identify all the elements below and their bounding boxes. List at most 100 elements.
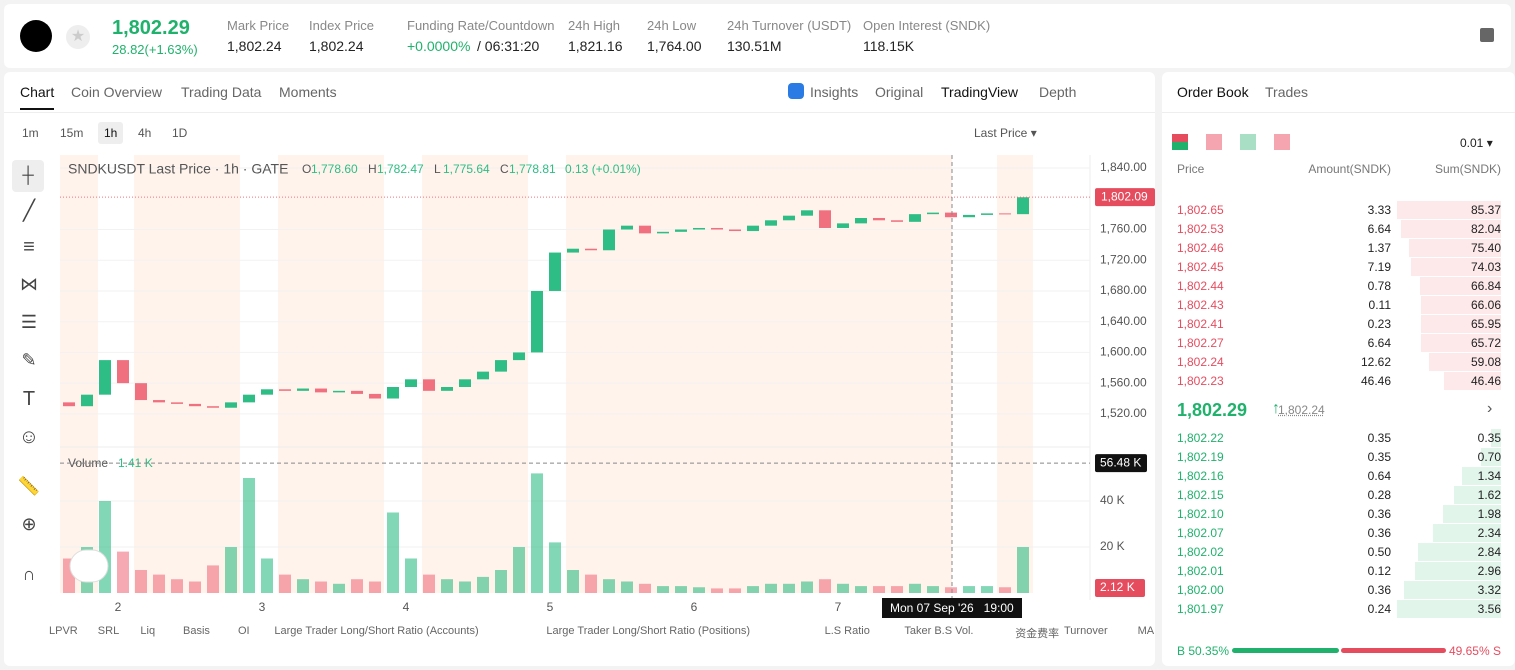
depth-bar (1410, 258, 1501, 276)
ob-amount: 0.36 (1367, 526, 1391, 540)
up-arrow: ↑ (1272, 400, 1280, 417)
candle (351, 390, 363, 394)
indicator[interactable]: OI (238, 625, 250, 637)
ob-price: 1,802.10 (1177, 507, 1224, 521)
divider (4, 112, 1155, 113)
last-volume-label: 2.12 K (1100, 580, 1135, 594)
candle (981, 213, 993, 215)
fib-tool[interactable]: ☰ (20, 312, 38, 332)
favorite[interactable]: ★ (66, 25, 90, 49)
more-arrow[interactable]: › (1487, 400, 1493, 417)
chart-mode[interactable]: Original (875, 84, 924, 100)
interval[interactable]: 1m (22, 126, 39, 140)
text-tool[interactable]: T (22, 388, 36, 410)
ob-price: 1,802.00 (1177, 583, 1224, 597)
depth-bar (1420, 296, 1501, 314)
candle (549, 252, 561, 291)
indicator[interactable]: Turnover (1064, 625, 1108, 637)
price-type[interactable]: Last Price ▾ (974, 126, 1037, 140)
candle (423, 379, 435, 391)
magnet-tool[interactable]: ∩ (22, 564, 36, 584)
ob-sum: 66.84 (1470, 279, 1501, 293)
volume-bar (873, 586, 885, 593)
volume-value: 1.41 K (118, 456, 153, 470)
tab[interactable]: Moments (279, 84, 337, 100)
depth-bar (1397, 201, 1501, 219)
price-type-label[interactable]: Last Price (974, 126, 1028, 140)
indicator[interactable]: MA (1137, 625, 1155, 637)
volume-bar (855, 586, 867, 593)
indicator[interactable]: Large Trader Long/Short Ratio (Accounts) (274, 625, 479, 637)
zoom-tool[interactable]: ⊕ (21, 514, 37, 534)
indicator[interactable]: 资金费率 (1015, 628, 1060, 640)
interval[interactable]: 15m (60, 126, 84, 140)
stat-value: 1,802.24 (309, 38, 364, 54)
interval[interactable]: 1h (98, 122, 124, 144)
indicator[interactable]: Taker B.S Vol. (904, 625, 974, 637)
mid-price: 1,802.29 (1177, 400, 1248, 420)
legend-key: L (434, 162, 441, 176)
depth-bar (1414, 562, 1501, 580)
depth-bar (1429, 353, 1501, 371)
ob-tab[interactable]: Order Book (1177, 84, 1249, 100)
indicator[interactable]: Liq (140, 625, 156, 637)
chart-mode[interactable]: TradingView (941, 84, 1019, 100)
ob-price: 1,802.01 (1177, 564, 1224, 578)
x-tick-label: 6 (691, 600, 698, 614)
ob-sum: 75.40 (1470, 241, 1501, 255)
ruler-tool[interactable]: 📏 (17, 476, 41, 496)
chart-mode[interactable]: Insights (810, 84, 859, 100)
tab[interactable]: Coin Overview (71, 84, 163, 100)
interval[interactable]: 4h (138, 126, 152, 140)
precision[interactable]: 0.01 ▾ (1460, 136, 1493, 150)
candle (621, 225, 633, 230)
line-tool[interactable]: ╱ (22, 200, 36, 222)
indicator[interactable]: L.S Ratio (824, 625, 870, 637)
ob-amount: 0.35 (1367, 450, 1391, 464)
candle (189, 403, 201, 407)
tab[interactable]: Trading Data (181, 84, 262, 100)
candle (153, 400, 165, 403)
volume-bar (711, 588, 723, 593)
ob-amount: 0.78 (1367, 279, 1391, 293)
volume-bar (837, 583, 849, 593)
indicator[interactable]: Basis (183, 625, 210, 637)
menu-icon[interactable] (1480, 28, 1494, 42)
emoji-tool[interactable]: ☺ (18, 426, 40, 448)
tab[interactable]: Chart (20, 84, 55, 110)
volume-bar (999, 587, 1011, 593)
crosshair-tool[interactable]: ┼ (12, 160, 44, 192)
ob-price: 1,802.27 (1177, 336, 1224, 350)
ob-tab[interactable]: Trades (1265, 84, 1309, 100)
pattern-tool[interactable]: ⋈ (20, 274, 38, 294)
ob-sum: 2.96 (1477, 564, 1501, 578)
volume-bar (351, 579, 363, 593)
ob-sum: 59.08 (1470, 355, 1501, 369)
stat-label: Funding Rate/Countdown (407, 18, 555, 33)
precision-value[interactable]: 0.01 (1460, 136, 1484, 150)
volume-bar (981, 586, 993, 593)
ob-sum: 46.46 (1470, 374, 1501, 388)
brush-tool[interactable]: ✎ (21, 350, 37, 370)
candle (117, 360, 129, 384)
indicator[interactable]: LPVR (49, 625, 78, 637)
candle (603, 229, 615, 251)
ob-price: 1,802.44 (1177, 279, 1224, 293)
depth-bar (1397, 600, 1501, 618)
ob-price: 1,802.53 (1177, 222, 1224, 236)
interval[interactable]: 1D (172, 126, 188, 140)
layout-toggles[interactable] (1172, 134, 1292, 150)
indicator[interactable]: SRL (97, 625, 120, 637)
candle (639, 225, 651, 234)
volume-bar (441, 579, 453, 593)
indicator[interactable]: Large Trader Long/Short Ratio (Positions… (546, 625, 750, 637)
volume-bar (477, 576, 489, 593)
ob-sum: 65.72 (1470, 336, 1501, 350)
candle (693, 227, 705, 230)
x-tick-label: 3 (259, 600, 266, 614)
candle (927, 212, 939, 215)
depth-bar (1444, 372, 1501, 390)
depth-bar (1480, 448, 1501, 466)
channel-tool[interactable]: ≡ (23, 236, 35, 258)
chart-mode[interactable]: Depth (1039, 84, 1077, 100)
